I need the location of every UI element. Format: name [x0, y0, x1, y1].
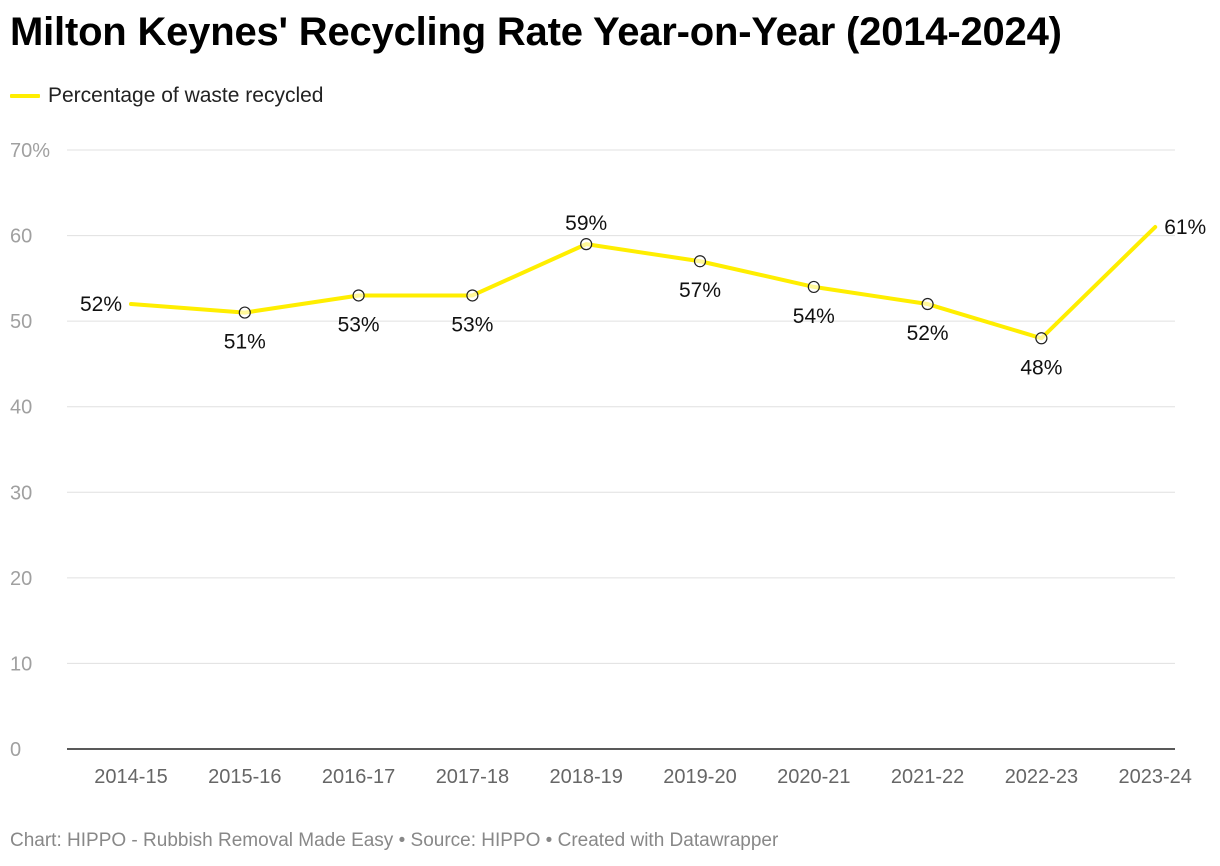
data-point [352, 289, 365, 302]
y-tick-label: 40 [10, 397, 32, 419]
y-tick-label: 10 [10, 653, 32, 675]
data-label: 48% [1020, 356, 1062, 379]
data-label: 51% [224, 331, 266, 354]
chart-footer: Chart: HIPPO - Rubbish Removal Made Easy… [10, 830, 779, 851]
chart-title: Milton Keynes' Recycling Rate Year-on-Ye… [10, 10, 1062, 54]
data-point [580, 238, 593, 251]
data-point [693, 255, 707, 268]
data-label: 57% [679, 279, 721, 302]
data-label: 52% [907, 322, 949, 345]
y-tick-label: 50 [10, 311, 32, 333]
legend: Percentage of waste recycled [10, 84, 323, 108]
y-tick-label: 60 [10, 226, 32, 248]
data-label: 53% [338, 313, 380, 336]
series-line [129, 225, 1158, 341]
data-label: 52% [80, 293, 122, 316]
data-label: 53% [451, 313, 493, 336]
data-point [1035, 332, 1048, 345]
x-tick-label: 2016-17 [322, 766, 395, 788]
data-point [921, 297, 934, 311]
data-point [466, 289, 479, 302]
x-tick-label: 2019-20 [663, 766, 736, 788]
x-tick-label: 2015-16 [208, 766, 281, 788]
x-tick-label: 2020-21 [777, 766, 850, 788]
x-tick-label: 2018-19 [549, 766, 622, 788]
legend-swatch [10, 94, 40, 98]
x-tick-label: 2017-18 [436, 766, 509, 788]
x-tick-label: 2023-24 [1118, 766, 1191, 788]
data-point [238, 306, 251, 319]
x-tick-label: 2021-22 [891, 766, 964, 788]
y-tick-label: 70% [10, 140, 50, 162]
data-label: 59% [565, 212, 607, 235]
data-label: 61% [1164, 216, 1206, 239]
x-tick-label: 2014-15 [94, 766, 167, 788]
data-label: 54% [793, 305, 835, 328]
x-tick-label: 2022-23 [1005, 766, 1078, 788]
y-tick-label: 30 [10, 482, 32, 504]
legend-label: Percentage of waste recycled [48, 84, 324, 107]
data-point [807, 280, 820, 294]
y-tick-label: 0 [10, 739, 21, 761]
y-tick-label: 20 [10, 568, 32, 590]
